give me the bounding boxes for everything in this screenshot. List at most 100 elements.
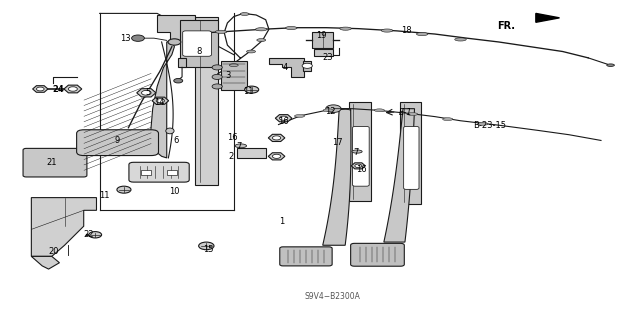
Circle shape (156, 99, 164, 103)
Circle shape (36, 87, 44, 91)
Polygon shape (268, 134, 285, 142)
Ellipse shape (455, 38, 467, 41)
Circle shape (117, 186, 131, 193)
FancyBboxPatch shape (353, 126, 369, 186)
Circle shape (326, 105, 341, 113)
Circle shape (212, 74, 222, 79)
Text: 15: 15 (203, 245, 214, 254)
Text: 10: 10 (169, 187, 180, 197)
Text: 20: 20 (49, 247, 59, 256)
Text: 2: 2 (228, 152, 234, 161)
Circle shape (212, 84, 222, 89)
Polygon shape (349, 102, 371, 201)
Polygon shape (151, 41, 174, 158)
Text: 1: 1 (279, 217, 284, 226)
Text: 3: 3 (225, 71, 231, 80)
Circle shape (198, 242, 214, 250)
FancyBboxPatch shape (77, 130, 159, 156)
Ellipse shape (352, 150, 362, 153)
Polygon shape (31, 197, 97, 256)
Ellipse shape (381, 29, 393, 32)
Ellipse shape (323, 109, 333, 112)
Circle shape (302, 63, 312, 68)
Ellipse shape (607, 64, 614, 66)
Polygon shape (221, 61, 246, 90)
Ellipse shape (477, 122, 488, 125)
Text: 13: 13 (120, 34, 131, 43)
Polygon shape (351, 163, 365, 169)
Text: 8: 8 (196, 47, 202, 56)
FancyBboxPatch shape (129, 162, 189, 182)
Polygon shape (384, 109, 415, 242)
FancyBboxPatch shape (23, 148, 87, 177)
FancyBboxPatch shape (182, 31, 211, 56)
Ellipse shape (294, 115, 305, 117)
Bar (167, 170, 177, 175)
Circle shape (244, 86, 259, 93)
Circle shape (280, 116, 288, 120)
Circle shape (68, 87, 77, 91)
Polygon shape (268, 153, 285, 160)
Text: 7: 7 (353, 148, 358, 157)
Circle shape (273, 154, 281, 159)
Text: 24: 24 (52, 85, 64, 94)
Polygon shape (195, 17, 218, 185)
FancyBboxPatch shape (404, 126, 419, 189)
Ellipse shape (166, 128, 174, 134)
Polygon shape (275, 115, 292, 122)
FancyBboxPatch shape (280, 247, 332, 266)
Text: 9: 9 (115, 136, 120, 145)
Ellipse shape (229, 64, 238, 67)
Circle shape (273, 136, 281, 140)
Polygon shape (237, 148, 266, 158)
Text: 23: 23 (323, 53, 333, 62)
Text: FR.: FR. (497, 21, 516, 31)
Text: 11: 11 (243, 87, 253, 96)
Ellipse shape (285, 26, 297, 30)
Text: 5: 5 (145, 88, 150, 97)
Text: 12: 12 (325, 108, 335, 116)
Polygon shape (314, 49, 333, 56)
Text: E-1: E-1 (399, 108, 413, 117)
Text: 18: 18 (401, 26, 412, 35)
Ellipse shape (246, 50, 255, 53)
Polygon shape (269, 58, 304, 77)
Ellipse shape (417, 33, 428, 36)
Ellipse shape (408, 113, 418, 115)
Ellipse shape (374, 109, 385, 112)
Circle shape (132, 35, 145, 41)
Text: 19: 19 (316, 31, 326, 40)
Polygon shape (312, 33, 333, 48)
Ellipse shape (443, 118, 453, 121)
Circle shape (168, 39, 180, 45)
Text: 16: 16 (227, 133, 238, 142)
Text: 17: 17 (332, 137, 342, 146)
Circle shape (212, 65, 222, 70)
Ellipse shape (340, 27, 351, 30)
Text: 16: 16 (356, 165, 367, 174)
Polygon shape (178, 58, 186, 67)
Circle shape (89, 232, 102, 238)
Text: 14: 14 (154, 98, 164, 107)
Text: 11: 11 (100, 190, 110, 200)
Polygon shape (137, 89, 156, 97)
Text: S9V4−B2300A: S9V4−B2300A (305, 292, 361, 301)
Text: 22: 22 (84, 230, 94, 239)
Polygon shape (400, 102, 421, 204)
Text: 4: 4 (283, 63, 288, 72)
Polygon shape (536, 13, 559, 22)
Text: 7: 7 (236, 142, 241, 151)
Ellipse shape (257, 39, 266, 41)
Circle shape (355, 164, 362, 167)
Polygon shape (323, 109, 351, 245)
Ellipse shape (215, 30, 227, 33)
Polygon shape (64, 85, 82, 93)
Polygon shape (31, 256, 60, 269)
Text: 6: 6 (173, 136, 179, 145)
Polygon shape (157, 15, 195, 55)
Circle shape (173, 78, 182, 83)
Ellipse shape (235, 144, 246, 148)
Text: B-23-15: B-23-15 (473, 121, 506, 130)
FancyBboxPatch shape (351, 243, 404, 266)
Ellipse shape (255, 28, 267, 31)
